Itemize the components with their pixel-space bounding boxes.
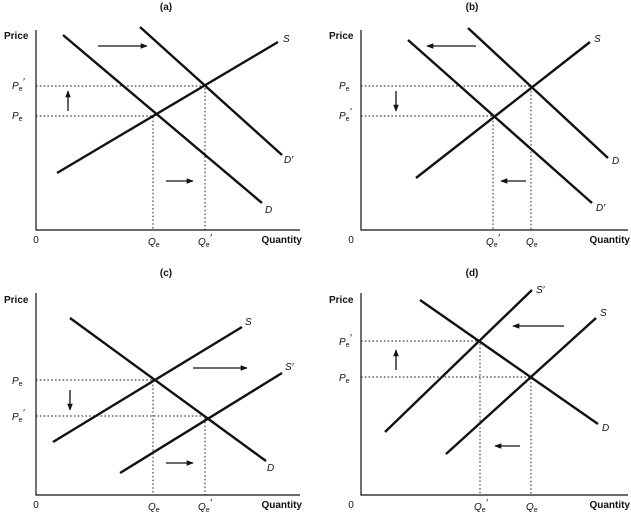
origin-label: 0 xyxy=(348,500,354,511)
price-tick-new: Pe′ xyxy=(12,77,26,93)
supply-curve xyxy=(52,325,243,444)
demand-curve xyxy=(467,27,609,159)
x-axis-label: Quantity xyxy=(589,235,630,246)
price-tick-original: Pe xyxy=(339,81,350,93)
y-axis-label: Price xyxy=(4,31,29,42)
supply-curve xyxy=(445,317,597,455)
demand-curve-label: D xyxy=(265,205,272,216)
price-tick-original: Pe xyxy=(12,376,23,388)
axes xyxy=(360,30,628,231)
supply-curve-label: S xyxy=(594,34,601,45)
quantity-tick-original: Qe xyxy=(526,237,538,249)
y-axis-label: Price xyxy=(329,295,354,306)
panel-title: (d) xyxy=(466,268,479,279)
new-supply-curve-label: S′ xyxy=(536,285,546,296)
quantity-tick-new: Qe′ xyxy=(198,498,213,514)
supply-curve xyxy=(56,40,279,175)
y-axis-label: Price xyxy=(329,31,354,42)
price-tick-original: Pe xyxy=(12,111,23,123)
origin-label: 0 xyxy=(33,500,39,511)
price-tick-new: Pe′ xyxy=(12,408,26,424)
new-demand-curve xyxy=(407,39,593,204)
new-supply-curve-label: S′ xyxy=(285,362,295,373)
panel-c: (c) Price Quantity 0 S S′ D Pe Pe′ Qe Qe… xyxy=(4,268,302,514)
demand-curve xyxy=(62,34,263,204)
demand-curve xyxy=(419,299,599,425)
demand-curve-label: D xyxy=(612,156,619,167)
price-tick-original: Pe xyxy=(339,373,350,385)
price-tick-new: Pe′ xyxy=(339,333,353,349)
x-axis-label: Quantity xyxy=(261,235,302,246)
panel-b: (b) Price Quantity 0 S D D′ Pe Pe′ Qe′ Q… xyxy=(329,2,630,249)
equilibrium-guide xyxy=(361,376,532,495)
new-demand-curve xyxy=(139,26,283,156)
equilibrium-guide xyxy=(36,115,154,230)
quantity-tick-new: Qe′ xyxy=(486,233,501,249)
new-demand-curve-label: D′ xyxy=(284,155,294,166)
panel-title: (c) xyxy=(160,268,172,279)
supply-curve-label: S xyxy=(245,317,252,328)
x-axis-label: Quantity xyxy=(261,500,302,511)
axes xyxy=(35,30,300,231)
y-axis-label: Price xyxy=(4,295,29,306)
new-supply-curve xyxy=(384,289,533,433)
axes xyxy=(35,293,300,496)
quantity-tick-original: Qe xyxy=(148,237,160,249)
equilibrium-guide xyxy=(361,85,532,230)
origin-label: 0 xyxy=(348,235,354,246)
equilibrium-guide xyxy=(36,379,154,495)
panel-d: (d) Price Quantity 0 S′ S D Pe′ Pe Qe′ Q… xyxy=(329,268,630,514)
x-axis-label: Quantity xyxy=(589,500,630,511)
new-equilibrium-guide xyxy=(361,340,481,495)
panel-a: (a) Price Quantity 0 S D D′ Pe′ Pe Qe Qe… xyxy=(4,2,302,249)
quantity-tick-new: Qe′ xyxy=(474,498,489,514)
origin-label: 0 xyxy=(33,235,39,246)
supply-curve xyxy=(415,41,591,179)
panel-title: (b) xyxy=(466,2,479,13)
quantity-tick-new: Qe′ xyxy=(198,233,213,249)
supply-curve-label: S xyxy=(283,34,290,45)
axes xyxy=(360,293,628,496)
demand-curve-label: D xyxy=(602,423,609,434)
price-tick-new: Pe′ xyxy=(339,107,353,123)
new-demand-curve-label: D′ xyxy=(596,203,606,214)
demand-curve xyxy=(69,317,267,462)
quantity-tick-original: Qe xyxy=(526,502,538,514)
quantity-tick-original: Qe xyxy=(148,502,160,514)
new-equilibrium-guide xyxy=(36,415,206,495)
demand-curve-label: D xyxy=(267,463,274,474)
new-supply-curve xyxy=(119,371,283,475)
supply-curve-label: S xyxy=(600,308,607,319)
panel-title: (a) xyxy=(160,2,172,13)
new-equilibrium-guide xyxy=(36,85,206,230)
